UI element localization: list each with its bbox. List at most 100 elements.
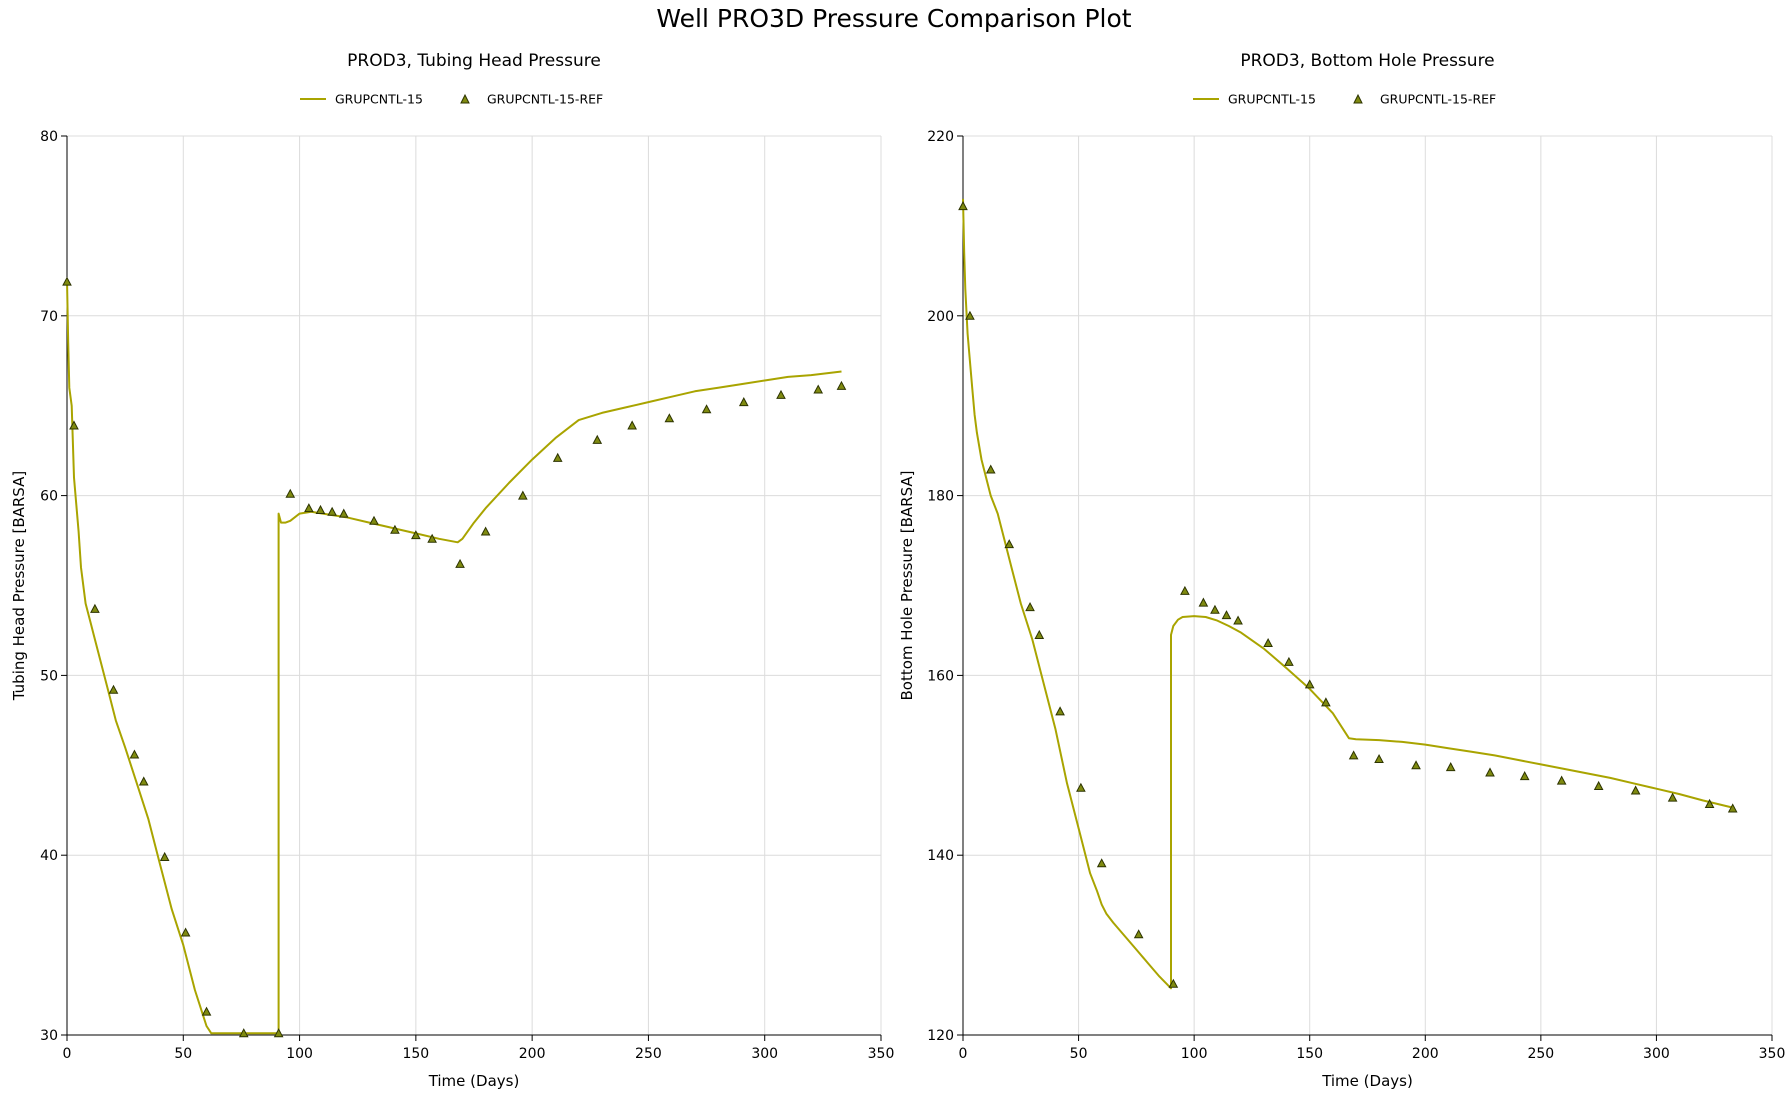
data-point-marker: [69, 420, 79, 430]
data-point-marker: [480, 526, 491, 536]
series-markers-grupcntl-15-ref: [62, 276, 847, 1038]
legend-marker-swatch: [460, 93, 470, 104]
legend-label: GRUPCNTL-15: [1228, 92, 1316, 107]
data-point-marker: [836, 380, 847, 390]
data-point-marker: [455, 558, 465, 568]
x-tick-label: 200: [1412, 1046, 1439, 1062]
y-tick-label: 220: [927, 129, 954, 145]
x-tick-label: 200: [519, 1046, 546, 1062]
data-point-marker: [552, 452, 563, 462]
data-point-marker: [327, 506, 337, 516]
data-point-marker: [958, 201, 968, 211]
panel-title: PROD3, Bottom Hole Pressure: [1240, 51, 1494, 71]
data-point-marker: [1004, 539, 1015, 549]
data-point-marker: [965, 310, 975, 320]
series-line-grupcntl-15: [962, 198, 1733, 990]
data-point-marker: [369, 515, 379, 525]
data-point-marker: [592, 434, 603, 444]
data-point-marker: [985, 464, 996, 474]
y-axis-label: Bottom Hole Pressure [BARSA]: [898, 471, 916, 701]
data-point-marker: [427, 533, 437, 543]
data-point-marker: [1304, 679, 1315, 689]
x-tick-label: 100: [286, 1046, 313, 1062]
data-point-marker: [813, 384, 824, 394]
y-tick-label: 60: [40, 489, 58, 505]
data-point-marker: [518, 490, 528, 500]
data-point-marker: [129, 749, 140, 759]
x-tick-label: 100: [1181, 1046, 1208, 1062]
data-point-marker: [1168, 978, 1179, 988]
y-tick-label: 50: [40, 668, 58, 684]
data-point-marker: [180, 927, 191, 937]
data-point-marker: [776, 389, 786, 399]
data-point-marker: [1180, 585, 1190, 595]
data-point-marker: [108, 684, 119, 694]
data-point-marker: [390, 524, 400, 534]
data-point-marker: [201, 1006, 212, 1016]
data-point-marker: [1485, 767, 1495, 777]
data-point-marker: [1221, 610, 1232, 620]
data-point-marker: [1411, 760, 1421, 770]
legend-label: GRUPCNTL-15-REF: [1380, 92, 1496, 107]
data-point-marker: [1263, 637, 1273, 648]
legend-marker-swatch: [1353, 93, 1363, 104]
y-tick-label: 30: [40, 1028, 58, 1044]
data-point-marker: [664, 413, 675, 423]
data-point-marker: [1704, 798, 1715, 808]
x-axis-label: Time (Days): [1321, 1072, 1413, 1090]
y-tick-label: 70: [40, 309, 58, 325]
x-tick-label: 350: [1759, 1046, 1786, 1062]
data-point-marker: [1025, 602, 1035, 612]
x-tick-label: 50: [1070, 1046, 1088, 1062]
data-point-marker: [627, 420, 637, 430]
data-point-marker: [1210, 604, 1220, 614]
y-tick-label: 40: [40, 848, 58, 864]
data-point-marker: [1055, 706, 1065, 716]
chart-panel-2: PROD3, Bottom Hole Pressure 0 50 100 150 200 2…: [898, 51, 1785, 1090]
data-point-marker: [1198, 597, 1209, 607]
data-point-marker: [1284, 656, 1294, 666]
series-line-grupcntl-15: [66, 279, 842, 1035]
legend: GRUPCNTL-15 GRUPCNTL-15-REF: [300, 92, 603, 107]
legend-label: GRUPCNTL-15: [335, 92, 423, 107]
data-point-marker: [1133, 929, 1144, 939]
data-point-marker: [1321, 697, 1331, 707]
x-tick-label: 50: [174, 1046, 192, 1062]
data-point-marker: [1593, 780, 1604, 790]
y-tick-label: 200: [927, 309, 954, 325]
data-point-marker: [1096, 858, 1107, 868]
data-point-marker: [338, 508, 349, 518]
data-point-marker: [1374, 753, 1384, 764]
y-tick-label: 180: [927, 489, 954, 505]
data-point-marker: [285, 488, 296, 498]
x-tick-label: 300: [1643, 1046, 1670, 1062]
data-point-marker: [701, 404, 712, 414]
data-point-marker: [62, 276, 72, 286]
y-tick-label: 120: [927, 1028, 954, 1044]
data-point-marker: [1034, 629, 1045, 639]
data-point-marker: [1348, 750, 1359, 760]
chart-panel-1: PROD3, Tubing Head Pressure 0 50 100 150 200 2…: [10, 51, 894, 1090]
x-tick-label: 250: [1527, 1046, 1554, 1062]
x-tick-label: 250: [635, 1046, 662, 1062]
figure-title: Well PRO3D Pressure Comparison Plot: [656, 4, 1131, 33]
data-point-marker: [304, 503, 314, 513]
data-point-marker: [273, 1028, 284, 1038]
y-tick-label: 140: [927, 848, 954, 864]
data-point-marker: [1233, 615, 1243, 625]
data-point-marker: [411, 530, 421, 540]
x-tick-label: 150: [402, 1046, 429, 1062]
legend: GRUPCNTL-15 GRUPCNTL-15-REF: [1193, 92, 1496, 107]
x-axis-label: Time (Days): [428, 1072, 520, 1090]
data-point-marker: [1076, 782, 1086, 792]
data-point-marker: [159, 851, 170, 861]
series-markers-grupcntl-15-ref: [958, 201, 1738, 988]
data-point-marker: [1630, 785, 1641, 795]
data-point-marker: [1556, 775, 1567, 785]
data-point-marker: [1727, 803, 1738, 813]
data-point-marker: [90, 603, 100, 613]
x-tick-label: 0: [959, 1046, 968, 1062]
y-tick-label: 80: [40, 129, 58, 145]
